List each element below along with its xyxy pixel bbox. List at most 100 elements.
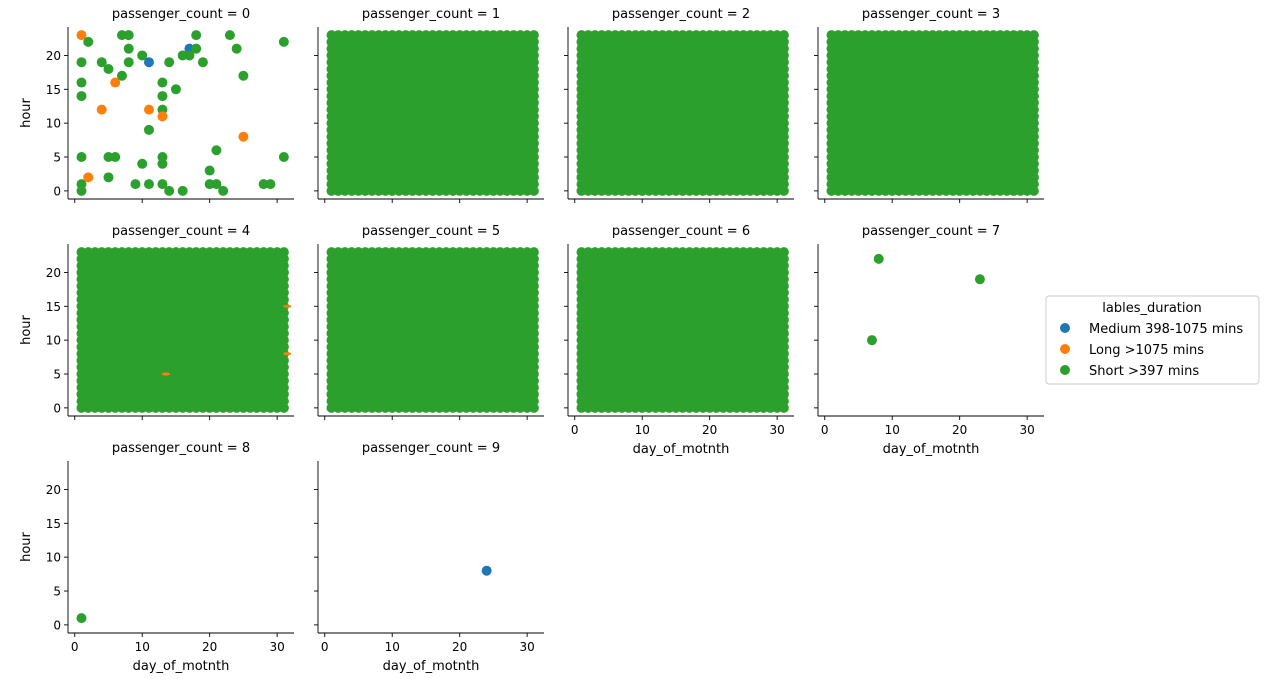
facet-panel: passenger_count = 2 bbox=[564, 7, 794, 203]
x-tick-label: 0 bbox=[71, 640, 79, 654]
y-tick-label: 15 bbox=[46, 83, 61, 97]
points bbox=[576, 30, 789, 196]
scatter-point bbox=[76, 152, 87, 163]
scatter-point bbox=[191, 30, 202, 41]
x-tick-label: 30 bbox=[769, 423, 784, 437]
legend-marker bbox=[1060, 365, 1070, 375]
scatter-point bbox=[157, 158, 168, 169]
x-tick-label: 10 bbox=[135, 640, 150, 654]
scatter-point bbox=[481, 565, 492, 576]
points bbox=[76, 30, 289, 196]
y-tick-label: 10 bbox=[46, 334, 61, 348]
scatter-point bbox=[866, 335, 877, 346]
scatter-point bbox=[1028, 30, 1039, 41]
scatter-point bbox=[873, 253, 884, 264]
scatter-point bbox=[528, 247, 539, 258]
facet-title: passenger_count = 5 bbox=[362, 224, 500, 239]
x-tick-label: 30 bbox=[519, 640, 534, 654]
legend-marker bbox=[1060, 323, 1070, 333]
scatter-point bbox=[103, 63, 114, 74]
scatter-point bbox=[76, 30, 87, 41]
points bbox=[866, 253, 985, 346]
scatter-point bbox=[211, 179, 222, 190]
scatter-point bbox=[157, 91, 168, 102]
points bbox=[481, 565, 492, 576]
scatter-point bbox=[110, 152, 121, 163]
scatter-point bbox=[197, 57, 208, 68]
y-axis-title: hour bbox=[19, 97, 34, 127]
facet-panel: passenger_count = 6 0 10 20 30 day_of_motnth bbox=[564, 224, 794, 457]
scatter-point bbox=[143, 179, 154, 190]
facet-title: passenger_count = 6 bbox=[612, 224, 750, 239]
x-tick-label: 0 bbox=[571, 423, 579, 437]
facet-title: passenger_count = 3 bbox=[862, 7, 1000, 22]
scatter-point bbox=[157, 179, 168, 190]
x-tick-label: 20 bbox=[202, 640, 217, 654]
scatter-point bbox=[238, 70, 249, 81]
scatter-point bbox=[528, 30, 539, 41]
x-tick-label: 0 bbox=[321, 640, 329, 654]
x-tick-label: 0 bbox=[821, 423, 829, 437]
scatter-point bbox=[278, 247, 289, 258]
scatter-point bbox=[157, 77, 168, 88]
scatter-point bbox=[238, 131, 249, 142]
facets-grid: passenger_count = 0 0 5 10 15 20 hour passenger… bbox=[19, 7, 1044, 674]
legend-label: Medium 398-1075 mins bbox=[1089, 322, 1243, 337]
x-axis-title: day_of_motnth bbox=[883, 442, 980, 457]
scatter-point bbox=[157, 111, 168, 122]
y-axis-title: hour bbox=[19, 531, 34, 561]
scatter-point bbox=[123, 57, 134, 68]
facet-panel: passenger_count = 3 bbox=[814, 7, 1044, 203]
facet-title: passenger_count = 8 bbox=[112, 441, 250, 456]
scatter-point bbox=[137, 50, 148, 61]
scatter-point bbox=[103, 172, 114, 183]
scatter-point bbox=[143, 124, 154, 135]
scatter-point bbox=[278, 152, 289, 163]
scatter-point bbox=[283, 352, 292, 356]
y-tick-label: 0 bbox=[53, 184, 61, 198]
facet-title: passenger_count = 2 bbox=[612, 7, 750, 22]
scatter-point bbox=[123, 30, 134, 41]
scatter-point bbox=[164, 57, 175, 68]
x-tick-label: 10 bbox=[885, 423, 900, 437]
legend-marker bbox=[1060, 344, 1070, 354]
y-tick-label: 5 bbox=[53, 151, 61, 165]
x-tick-label: 20 bbox=[452, 640, 467, 654]
x-axis-title: day_of_motnth bbox=[383, 659, 480, 674]
x-axis-title: day_of_motnth bbox=[633, 442, 730, 457]
facet-title: passenger_count = 0 bbox=[112, 7, 250, 22]
scatter-point bbox=[143, 104, 154, 115]
scatter-point bbox=[224, 30, 235, 41]
y-tick-label: 20 bbox=[46, 266, 61, 280]
x-tick-label: 20 bbox=[702, 423, 717, 437]
y-tick-label: 15 bbox=[46, 517, 61, 531]
x-tick-label: 10 bbox=[635, 423, 650, 437]
y-axis-title: hour bbox=[19, 314, 34, 344]
y-tick-label: 5 bbox=[53, 368, 61, 382]
scatter-point bbox=[283, 304, 292, 308]
x-axis-title: day_of_motnth bbox=[133, 659, 230, 674]
scatter-point bbox=[83, 172, 94, 183]
scatter-point bbox=[177, 185, 188, 196]
scatter-point bbox=[778, 30, 789, 41]
scatter-point bbox=[130, 179, 141, 190]
scatter-point bbox=[96, 104, 107, 115]
y-tick-label: 5 bbox=[53, 585, 61, 599]
scatter-point bbox=[278, 36, 289, 47]
y-tick-label: 20 bbox=[46, 49, 61, 63]
facet-title: passenger_count = 9 bbox=[362, 441, 500, 456]
legend-label: Short >397 mins bbox=[1089, 364, 1199, 379]
points bbox=[326, 30, 539, 196]
points bbox=[326, 247, 539, 413]
scatter-point bbox=[137, 158, 148, 169]
points bbox=[826, 30, 1039, 196]
facet-title: passenger_count = 4 bbox=[112, 224, 250, 239]
scatter-point bbox=[161, 372, 170, 376]
scatter-point bbox=[204, 165, 215, 176]
scatter-point bbox=[184, 50, 195, 61]
facet-title: passenger_count = 7 bbox=[862, 224, 1000, 239]
